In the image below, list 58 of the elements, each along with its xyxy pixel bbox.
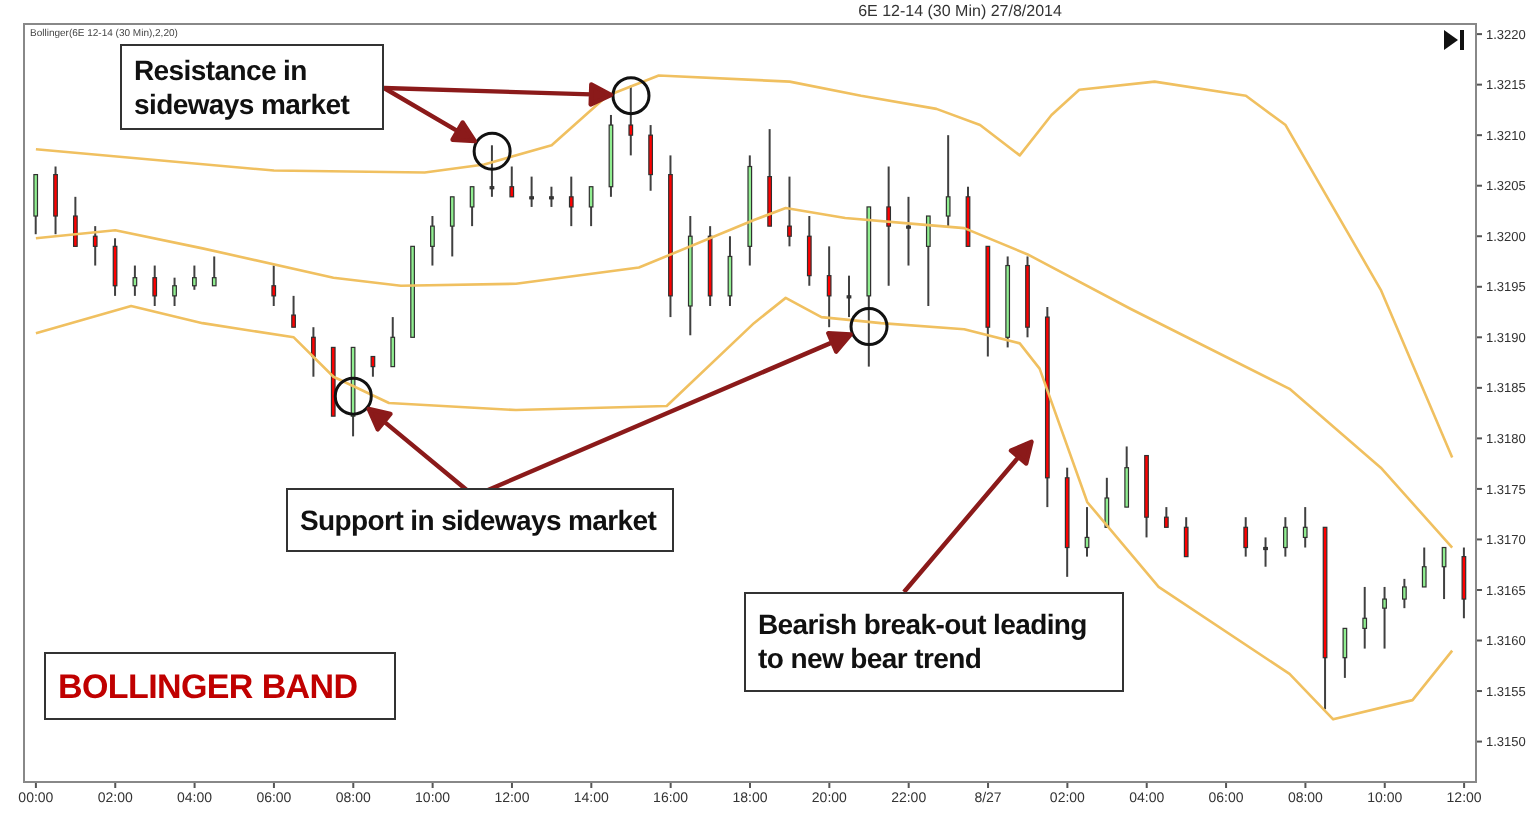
- candlestick: [449, 195, 455, 258]
- candlestick: [1104, 476, 1110, 529]
- candlestick: [628, 84, 634, 157]
- candlestick: [192, 264, 197, 291]
- candlestick: [291, 294, 296, 329]
- candlestick: [1362, 585, 1368, 650]
- candlestick: [271, 264, 277, 307]
- candlestick: [846, 274, 852, 319]
- candlestick: [1302, 506, 1308, 549]
- candlestick: [588, 185, 594, 228]
- candlestick: [787, 175, 792, 248]
- candlestick: [430, 215, 435, 267]
- label-box: Bearish break-out leading to new bear trend: [744, 592, 1124, 692]
- candlestick: [72, 195, 78, 248]
- candlestick: [1282, 516, 1288, 558]
- candlestick: [509, 165, 515, 198]
- annotation: Bearish break-out leading to new bear trend: [758, 608, 1089, 676]
- annotation: BOLLINGER BAND: [58, 667, 358, 705]
- candlestick: [648, 124, 654, 192]
- candlestick: [906, 195, 911, 267]
- candlestick: [886, 165, 892, 287]
- candlestick: [311, 326, 316, 378]
- line-series: [34, 296, 1454, 721]
- candlestick: [1163, 506, 1169, 529]
- candlestick: [1124, 445, 1130, 509]
- candlestick: [92, 225, 98, 267]
- label-box: Support in sideways market: [286, 488, 674, 552]
- candlestick: [152, 264, 158, 307]
- chart-title: 6E 12-14 (30 Min) 27/8/2014: [856, 0, 1064, 22]
- annotation: Support in sideways market: [300, 503, 657, 537]
- candlestick: [826, 245, 832, 329]
- candlestick: [1183, 516, 1189, 558]
- candlestick: [568, 175, 574, 228]
- candlestick: [1263, 536, 1268, 568]
- candlestick: [549, 185, 554, 208]
- candlestick: [53, 165, 58, 236]
- candlestick: [172, 276, 177, 307]
- candlestick: [1243, 516, 1249, 558]
- candlestick: [1382, 585, 1387, 650]
- annotation: Resistance in sideways market: [134, 53, 352, 121]
- candlestick: [469, 185, 475, 228]
- label-box: BOLLINGER BAND: [44, 652, 396, 720]
- candlestick: [1402, 577, 1407, 610]
- line-series: [34, 206, 1454, 549]
- candlestick: [925, 215, 931, 307]
- candlestick: [211, 255, 217, 287]
- candlestick: [370, 355, 376, 378]
- label-box: Resistance in sideways market: [120, 44, 384, 130]
- candlestick: [806, 215, 812, 287]
- candlestick: [33, 173, 39, 236]
- candlestick: [1461, 546, 1467, 620]
- candlestick: [489, 144, 495, 198]
- candlestick: [945, 134, 951, 228]
- candlestick: [132, 264, 138, 297]
- candlestick: [1421, 546, 1427, 588]
- candlestick: [1342, 627, 1348, 679]
- candlestick: [529, 175, 534, 208]
- candlestick: [390, 316, 396, 368]
